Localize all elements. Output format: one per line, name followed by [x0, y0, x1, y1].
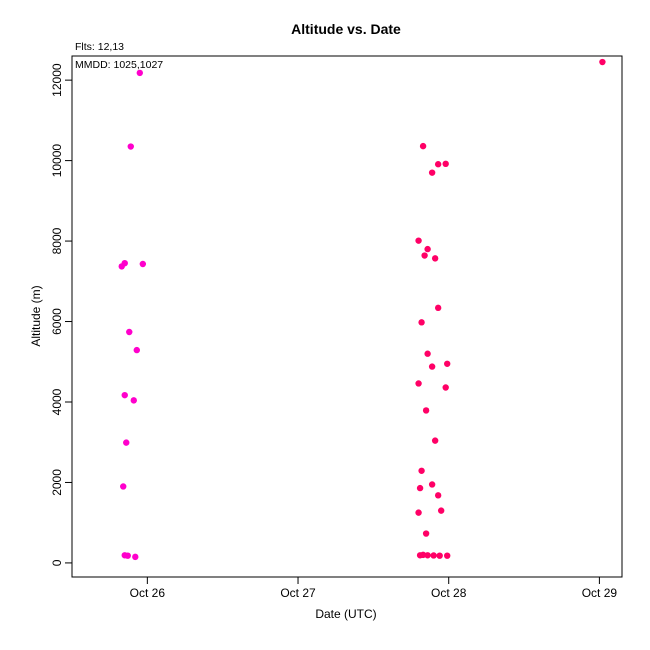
data-point [124, 552, 131, 559]
data-point [127, 143, 134, 150]
data-point [437, 507, 445, 514]
data-point [123, 439, 130, 446]
data-point [599, 58, 606, 66]
data-point [434, 304, 442, 312]
y-axis-label: Altitude (m) [29, 285, 43, 346]
data-point [444, 360, 451, 367]
y-tick-label: 6000 [50, 308, 64, 335]
data-point [428, 481, 436, 488]
y-tick-label: 4000 [50, 388, 64, 415]
plot-area-frame [71, 55, 623, 578]
x-axis: Oct 26 Oct 27 Oct 28 Oct 29 [130, 577, 618, 600]
data-point [442, 384, 449, 391]
data-point [421, 252, 428, 259]
y-tick-label: 0 [50, 559, 64, 566]
data-point [442, 160, 449, 168]
date-annotation: MMDD: 1025,1027 [75, 59, 163, 71]
x-tick-label: Oct 28 [431, 586, 467, 600]
x-tick-label: Oct 26 [130, 586, 166, 600]
data-point [418, 319, 425, 326]
y-tick-label: 10000 [50, 144, 64, 178]
data-point [415, 237, 422, 244]
data-point [422, 530, 430, 537]
chart-title: Altitude vs. Date [291, 21, 401, 37]
data-point [133, 346, 140, 354]
x-axis-label: Date (UTC) [315, 607, 376, 621]
flights-annotation: Flts: 12,13 [75, 41, 124, 53]
x-tick-label: Oct 27 [280, 586, 316, 600]
data-point [419, 142, 427, 150]
data-point [431, 437, 439, 444]
data-point [424, 245, 431, 253]
data-point [424, 552, 431, 559]
data-point [430, 552, 437, 559]
data-point [416, 484, 424, 492]
data-point [132, 553, 139, 561]
data-point [428, 363, 436, 370]
data-point [121, 391, 128, 399]
data-point [118, 263, 125, 270]
data-point [424, 350, 431, 357]
data-point [136, 69, 144, 77]
data-point [431, 255, 439, 262]
data-point [418, 467, 425, 474]
x-tick-label: Oct 29 [582, 586, 618, 600]
data-point [436, 552, 443, 559]
data-point [120, 483, 127, 490]
y-tick-label: 12000 [50, 63, 64, 97]
data-points [118, 58, 606, 561]
y-tick-label: 2000 [50, 469, 64, 496]
data-point [130, 397, 137, 404]
data-point [444, 552, 451, 559]
data-point [415, 380, 422, 387]
data-point [415, 509, 422, 516]
data-point [139, 260, 147, 268]
data-point [434, 161, 442, 168]
data-point [422, 407, 430, 414]
y-axis: 0 2000 4000 6000 8000 10000 12000 [50, 63, 72, 566]
data-point [428, 169, 436, 176]
data-point [126, 328, 133, 336]
y-tick-label: 8000 [50, 227, 64, 254]
data-point [434, 492, 442, 499]
